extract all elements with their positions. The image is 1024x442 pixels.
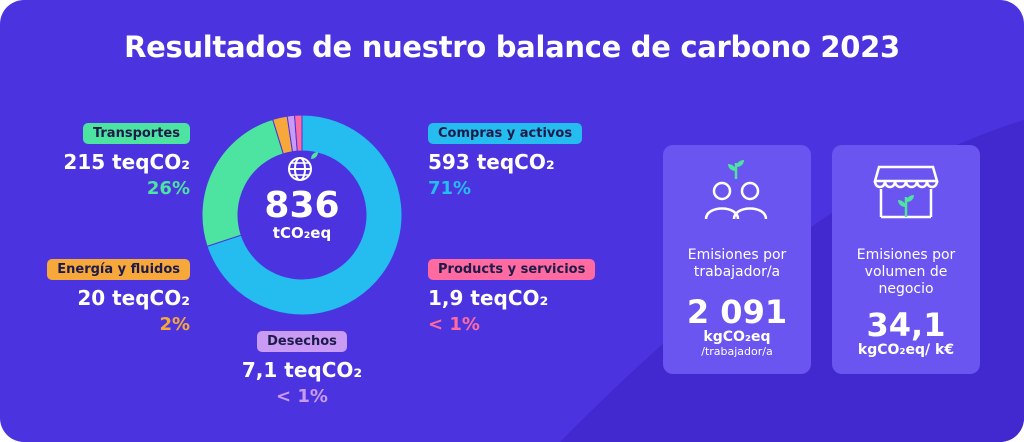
category-productos: Products y servicios 1,9 teqCO₂ < 1% <box>428 258 618 335</box>
stat-unit: kgCO₂eq/ k€ <box>857 342 955 358</box>
category-percent: 71% <box>428 178 472 199</box>
category-pill: Compras y activos <box>428 123 583 144</box>
stat-unit: kgCO₂eq <box>703 329 771 345</box>
stat-value: 2 091 <box>686 293 788 331</box>
globe-sprout-icon <box>288 152 318 181</box>
category-value: 593 teqCO₂ <box>428 150 555 174</box>
category-percent: < 1% <box>428 314 480 335</box>
category-value: 7,1 teqCO₂ <box>241 358 363 382</box>
category-value: 20 teqCO₂ <box>77 286 190 310</box>
store-sprout-icon <box>873 165 939 219</box>
category-percent: < 1% <box>276 386 328 407</box>
category-percent: 2% <box>159 314 190 335</box>
stat-card-per-revenue: Emisiones por volumen de negocio 34,1 kg… <box>832 145 980 374</box>
category-pill: Transportes <box>82 123 190 144</box>
total-unit: tCO₂eq <box>272 224 332 242</box>
stat-card-per-employee: Emisiones por trabajador/a 2 091 kgCO₂eq… <box>663 145 811 374</box>
category-value: 1,9 teqCO₂ <box>428 286 549 310</box>
category-pill: Desechos <box>257 331 347 352</box>
stat-value: 34,1 <box>866 306 946 344</box>
category-pill: Products y servicios <box>428 259 596 280</box>
stat-label: Emisiones por trabajador/a <box>687 247 787 280</box>
category-desechos: Desechos 7,1 teqCO₂ < 1% <box>222 330 382 407</box>
stat-label: Emisiones por volumen de negocio <box>856 247 956 297</box>
category-energia: Energía y fluidos 20 teqCO₂ 2% <box>20 258 190 335</box>
people-sprout-icon <box>704 160 768 220</box>
category-percent: 26% <box>146 178 190 199</box>
total-value: 836 <box>264 185 340 226</box>
category-pill: Energía y fluidos <box>47 259 190 280</box>
donut-chart <box>201 114 403 316</box>
page-title: Resultados de nuestro balance de carbono… <box>124 30 900 64</box>
category-compras: Compras y activos 593 teqCO₂ 71% <box>428 122 608 199</box>
category-value: 215 teqCO₂ <box>63 150 190 174</box>
donut-slice-products-y-servicios <box>294 114 303 152</box>
donut-center: 836 tCO₂eq <box>242 150 362 242</box>
stat-sub: /trabajador/a <box>701 345 773 358</box>
category-transportes: Transportes 215 teqCO₂ 26% <box>50 122 190 199</box>
donut-slice-compras-y-activos <box>206 114 403 316</box>
